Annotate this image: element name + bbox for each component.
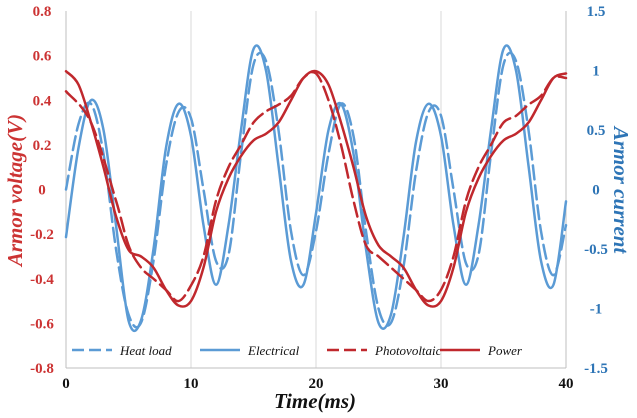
y-axis-left-label: Armor voltage(V)	[3, 114, 27, 268]
y-right-tick-label: 1	[592, 64, 600, 80]
x-tick-label: 30	[434, 376, 449, 392]
y-left-tick-label: 0.4	[33, 93, 52, 109]
series-lines	[64, 44, 568, 333]
y-left-tick-label: -0.8	[30, 361, 54, 377]
y-left-tick-label: -0.2	[30, 227, 54, 243]
x-tick-label: 40	[559, 376, 574, 392]
legend-label: Electrical	[247, 343, 300, 358]
y-left-tick-label: -0.6	[30, 316, 54, 332]
y-left-tick-label: 0	[38, 183, 46, 199]
axis-labels: Armor voltage(V) Armor current Time(ms)	[3, 114, 633, 413]
x-tick-label: 10	[184, 376, 199, 392]
x-axis-label: Time(ms)	[274, 389, 356, 413]
x-tick-label: 20	[309, 376, 324, 392]
legend-label: Photovoltaic	[374, 343, 442, 358]
y-right-tick-label: -0.5	[584, 242, 608, 258]
x-tick-label: 0	[62, 376, 70, 392]
y-right-tick-label: 0	[592, 183, 600, 199]
y-right-tick-label: 1.5	[587, 4, 606, 20]
y-left-tick-label: -0.4	[30, 272, 54, 288]
y-right-tick-label: 0.5	[587, 123, 606, 139]
y-right-tick-label: -1.5	[584, 361, 608, 377]
y-left-tick-label: 0.2	[33, 138, 52, 154]
legend-label: Heat load	[119, 343, 172, 358]
y-right-tick-label: -1	[590, 302, 603, 318]
legend-label: Power	[487, 343, 523, 358]
series-power	[64, 69, 568, 308]
legend: Heat load Electrical Photovoltaic Power	[72, 343, 523, 358]
y-axis-right-label: Armor current	[609, 125, 633, 255]
y-left-tick-label: 0.8	[33, 4, 52, 20]
y-left-tick-label: 0.6	[33, 49, 52, 65]
series-electrical	[64, 44, 568, 333]
